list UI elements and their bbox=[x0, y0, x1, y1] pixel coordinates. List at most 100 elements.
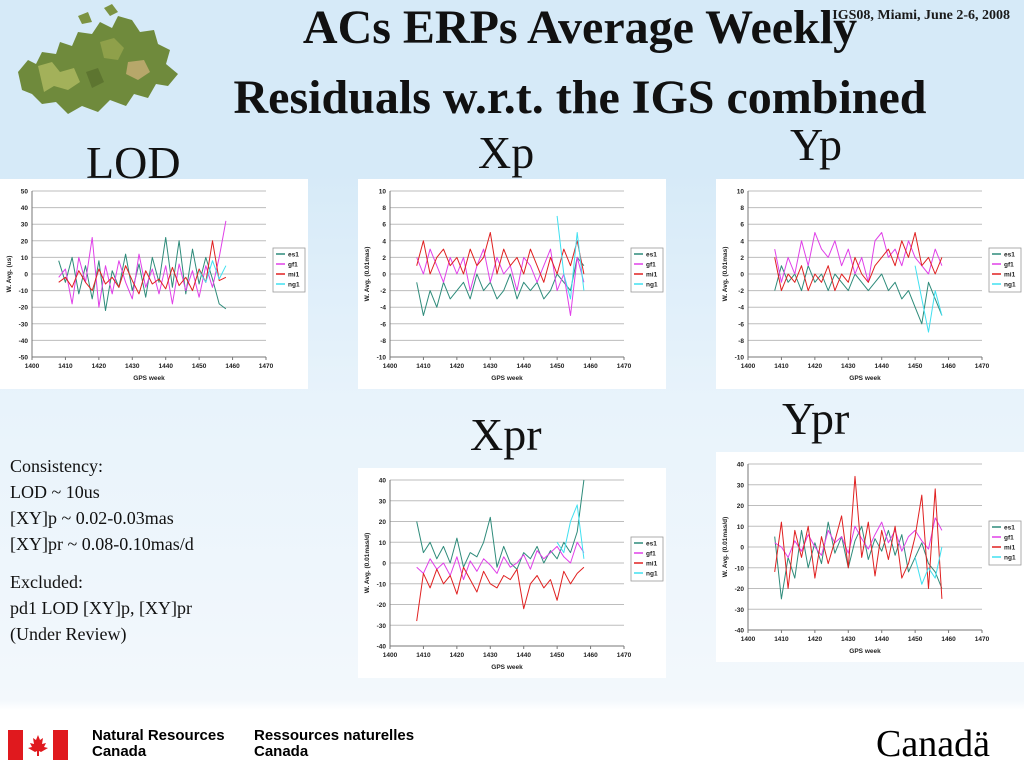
review-line: (Under Review) bbox=[10, 624, 127, 644]
legend-label-mi1: mi1 bbox=[1004, 272, 1016, 279]
nrcan-french-line2: Canada bbox=[254, 743, 309, 760]
y-tick-label: 30 bbox=[379, 498, 387, 505]
series-line-gf1 bbox=[58, 220, 227, 308]
x-tick-label: 1410 bbox=[774, 636, 789, 643]
x-tick-label: 1450 bbox=[908, 363, 923, 370]
x-tick-label: 1410 bbox=[416, 363, 431, 370]
y-tick-label: 8 bbox=[382, 205, 386, 212]
y-tick-label: -20 bbox=[377, 602, 387, 609]
legend-label-es1: es1 bbox=[288, 252, 299, 259]
y-tick-label: 40 bbox=[737, 462, 745, 469]
x-tick-label: 1440 bbox=[874, 363, 889, 370]
x-tick-label: 1420 bbox=[808, 636, 823, 643]
x-axis-label: GPS week bbox=[849, 648, 881, 655]
x-tick-label: 1440 bbox=[516, 652, 531, 659]
x-tick-label: 1470 bbox=[617, 363, 632, 370]
x-tick-label: 1460 bbox=[941, 636, 956, 643]
series-line-ng1 bbox=[556, 215, 585, 300]
excluded-heading: Excluded: bbox=[10, 572, 83, 592]
y-tick-label: -8 bbox=[380, 338, 386, 345]
panel-label-xpr: Xpr bbox=[470, 409, 542, 460]
y-tick-label: 0 bbox=[740, 545, 744, 552]
y-tick-label: -10 bbox=[377, 355, 387, 362]
chart-lod: -50 -40 -30 -20 -10 0 10 20 30 40 50 1400 1410 1420 14… bbox=[0, 179, 308, 389]
legend-label-ng1: ng1 bbox=[646, 571, 658, 578]
page-title-line2: Residuals w.r.t. the IGS combined bbox=[233, 71, 927, 124]
series-line-ng1 bbox=[556, 504, 585, 559]
lod-consistency: LOD ~ 10us bbox=[10, 482, 100, 502]
x-axis-label: GPS week bbox=[133, 375, 165, 382]
chart-xp: -10 -8 -6 -4 -2 0 2 4 6 8 10 1400 1410 1420 1430 1440 14… bbox=[358, 179, 666, 389]
x-tick-label: 1440 bbox=[158, 363, 173, 370]
x-tick-label: 1450 bbox=[908, 636, 923, 643]
y-tick-label: 20 bbox=[737, 503, 745, 510]
x-tick-label: 1400 bbox=[741, 636, 756, 643]
x-tick-label: 1470 bbox=[975, 636, 990, 643]
x-tick-label: 1400 bbox=[383, 652, 398, 659]
y-tick-label: 10 bbox=[737, 524, 745, 531]
y-tick-label: -40 bbox=[19, 338, 29, 345]
legend-label-gf1: gf1 bbox=[646, 551, 656, 558]
legend-label-ng1: ng1 bbox=[1004, 282, 1016, 289]
series-line-mi1 bbox=[416, 232, 585, 283]
legend-label-gf1: gf1 bbox=[646, 262, 656, 269]
legend-label-gf1: gf1 bbox=[1004, 535, 1014, 542]
y-tick-label: -10 bbox=[377, 581, 387, 588]
legend-label-gf1: gf1 bbox=[1004, 262, 1014, 269]
legend-label-es1: es1 bbox=[646, 541, 657, 548]
nrcan-english-line1: Natural Resources bbox=[92, 727, 225, 744]
series-line-es1 bbox=[416, 256, 585, 316]
y-tick-label: -20 bbox=[19, 305, 29, 312]
x-tick-label: 1430 bbox=[483, 363, 498, 370]
y-tick-label: -2 bbox=[738, 288, 744, 295]
y-tick-label: -40 bbox=[377, 644, 387, 651]
x-tick-label: 1450 bbox=[192, 363, 207, 370]
legend-label-mi1: mi1 bbox=[1004, 545, 1016, 552]
x-tick-label: 1410 bbox=[416, 652, 431, 659]
y-tick-label: 40 bbox=[379, 478, 387, 485]
x-tick-label: 1420 bbox=[450, 363, 465, 370]
page-title-line1: ACs ERPs Average Weekly bbox=[302, 1, 858, 54]
y-tick-label: -2 bbox=[380, 288, 386, 295]
x-tick-label: 1430 bbox=[841, 636, 856, 643]
panel-label-yp: Yp bbox=[790, 119, 842, 170]
x-axis-label: GPS week bbox=[491, 664, 523, 671]
consistency-heading: Consistency: bbox=[10, 456, 103, 476]
y-tick-label: 20 bbox=[379, 519, 387, 526]
x-tick-label: 1470 bbox=[617, 652, 632, 659]
legend-label-ng1: ng1 bbox=[646, 282, 658, 289]
y-tick-label: -8 bbox=[738, 338, 744, 345]
y-axis-label: W. Avg. (0.01mas/d) bbox=[364, 533, 371, 594]
x-tick-label: 1460 bbox=[583, 363, 598, 370]
y-tick-label: -50 bbox=[19, 355, 29, 362]
x-tick-label: 1400 bbox=[383, 363, 398, 370]
y-tick-label: -20 bbox=[735, 586, 745, 593]
x-tick-label: 1420 bbox=[450, 652, 465, 659]
y-axis-label: W. Avg. (0.01mas) bbox=[364, 247, 371, 302]
y-tick-label: 30 bbox=[737, 482, 745, 489]
xypr-consistency: [XY]pr ~ 0.08-0.10mas/d bbox=[10, 534, 194, 554]
x-tick-label: 1410 bbox=[58, 363, 73, 370]
y-tick-label: 10 bbox=[21, 255, 29, 262]
series-line-gf1 bbox=[774, 517, 943, 558]
excluded-line: pd1 LOD [XY]p, [XY]pr bbox=[10, 598, 192, 618]
series-line-mi1 bbox=[416, 566, 585, 622]
y-tick-label: 4 bbox=[382, 238, 386, 245]
y-tick-label: 30 bbox=[21, 222, 29, 229]
y-tick-label: -6 bbox=[738, 321, 744, 328]
legend-label-mi1: mi1 bbox=[646, 561, 658, 568]
legend-label-ng1: ng1 bbox=[1004, 555, 1016, 562]
x-tick-label: 1470 bbox=[975, 363, 990, 370]
legend-label-es1: es1 bbox=[1004, 252, 1015, 259]
chart-xpr: -40 -30 -20 -10 0 10 20 30 40 1400 1410 1420 1430 144… bbox=[358, 468, 666, 678]
x-tick-label: 1450 bbox=[550, 363, 565, 370]
footer: Natural Resources Canada Ressources natu… bbox=[0, 712, 1024, 768]
y-tick-label: -6 bbox=[380, 321, 386, 328]
y-tick-label: -40 bbox=[735, 628, 745, 635]
y-tick-label: 0 bbox=[24, 272, 28, 279]
y-tick-label: -10 bbox=[19, 288, 29, 295]
series-line-es1 bbox=[416, 479, 585, 570]
y-tick-label: 2 bbox=[382, 255, 386, 262]
canada-wordmark: Canadä bbox=[876, 723, 990, 765]
